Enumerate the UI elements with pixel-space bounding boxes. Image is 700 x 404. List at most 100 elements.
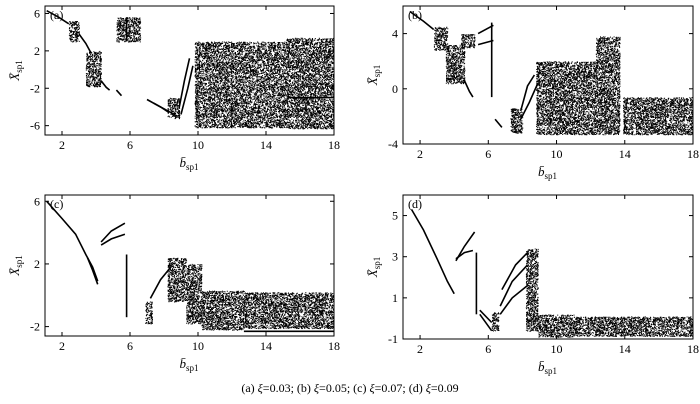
point-cloud-c-10 <box>243 292 334 330</box>
y-axis-label-a: X̄sp1 <box>7 60 24 81</box>
y-tick-label-c-1: 2 <box>34 257 40 271</box>
x-tick-label-d-4: 18 <box>687 342 699 356</box>
branch-b-5 <box>477 39 494 46</box>
y-tick-label-d-0: -1 <box>388 332 398 346</box>
x-axis-label-d: b̄sp1 <box>538 359 557 376</box>
branch-c-1 <box>86 257 99 285</box>
y-axis-label-c: X̄sp1 <box>7 255 24 276</box>
x-tick-label-c-0: 2 <box>59 339 65 353</box>
x-tick-label-d-3: 14 <box>619 342 631 356</box>
point-cloud-a-6 <box>116 17 142 43</box>
caption-item-d: (d) ξ=0.09 <box>408 381 459 395</box>
branch-a-12 <box>180 65 194 115</box>
x-tick-label-c-1: 6 <box>127 339 133 353</box>
caption-item-c: (c) ξ=0.07; <box>353 381 406 395</box>
x-tick-label-c-3: 14 <box>260 339 272 353</box>
y-axis-label-b: X̄sp1 <box>365 65 382 86</box>
point-cloud-d-10 <box>525 248 539 332</box>
panel-b: 2 6 10 14 18 -4 0 4 (b) b̄sp1 X̄sp1 <box>365 5 699 181</box>
panel-label-c: (c) <box>50 197 63 211</box>
point-cloud-c-9 <box>201 290 245 331</box>
x-tick-label-b-3: 14 <box>619 147 631 161</box>
x-tick-label-b-0: 2 <box>417 147 423 161</box>
plot-area-d <box>410 208 693 338</box>
panel-label-d: (d) <box>408 197 422 211</box>
panel-d: 2 6 10 14 18 -1 1 3 5 (d) b̄sp1 X̄sp1 <box>365 194 699 376</box>
x-tick-label-a-2: 10 <box>192 138 204 152</box>
x-tick-label-a-0: 2 <box>59 138 65 152</box>
branch-a-2 <box>78 33 92 54</box>
plot-area-b <box>409 10 693 136</box>
panel-a: 2 6 10 14 18 -6 -2 2 6 (a) b̄sp1 X̄sp1 <box>7 5 340 172</box>
branch-a-4 <box>100 80 111 91</box>
point-cloud-b-14 <box>623 97 693 136</box>
point-cloud-a-14 <box>286 37 334 130</box>
axes-frame-c <box>44 194 335 337</box>
branch-d-5 <box>479 313 493 332</box>
y-tick-label-b-0: -4 <box>388 137 398 151</box>
point-cloud-a-1 <box>68 21 80 43</box>
plot-area-a <box>46 9 334 130</box>
x-tick-label-b-1: 6 <box>485 147 491 161</box>
point-cloud-a-10 <box>167 97 181 120</box>
y-tick-label-a-2: 2 <box>34 44 40 58</box>
axes-frame-d <box>402 194 694 340</box>
branch-c-2 <box>100 222 126 243</box>
branch-c-3 <box>100 233 126 246</box>
point-cloud-d-12 <box>573 316 693 337</box>
y-tick-label-b-2: 4 <box>392 27 398 41</box>
x-tick-label-d-2: 10 <box>551 342 563 356</box>
point-cloud-b-1 <box>433 26 449 51</box>
branch-b-10 <box>519 74 536 112</box>
x-axis-label-c: b̄sp1 <box>180 356 199 373</box>
branch-a-0 <box>46 9 70 25</box>
x-tick-label-d-1: 6 <box>485 342 491 356</box>
y-tick-label-d-1: 1 <box>392 291 398 305</box>
point-cloud-d-6 <box>491 312 500 332</box>
branch-d-4 <box>479 309 493 324</box>
axes-frame-a <box>44 5 335 136</box>
y-tick-label-d-3: 5 <box>392 209 398 223</box>
point-cloud-c-8 <box>186 263 203 325</box>
x-tick-label-b-4: 18 <box>687 147 699 161</box>
y-tick-label-a-0: -6 <box>30 119 40 133</box>
plot-area-c <box>46 200 334 333</box>
branch-b-6 <box>477 24 494 35</box>
panel-c: 2 6 10 14 18 -2 2 6 (c) b̄sp1 X̄sp1 <box>7 194 340 373</box>
branch-a-5 <box>115 89 123 97</box>
x-tick-label-b-2: 10 <box>551 147 563 161</box>
branch-b-0 <box>409 10 435 31</box>
y-tick-label-d-2: 3 <box>392 250 398 264</box>
point-cloud-a-3 <box>85 50 102 88</box>
x-tick-label-c-4: 18 <box>328 339 340 353</box>
point-cloud-b-2 <box>445 44 466 85</box>
caption-item-b: (b) ξ=0.05; <box>296 381 351 395</box>
point-cloud-d-11 <box>537 314 575 338</box>
x-tick-label-d-0: 2 <box>417 342 423 356</box>
branch-d-7 <box>499 264 529 307</box>
branch-d-0 <box>410 208 455 295</box>
branch-d-9 <box>501 252 529 290</box>
x-tick-label-a-1: 6 <box>127 138 133 152</box>
point-cloud-c-5 <box>145 301 153 325</box>
branch-b-3 <box>463 80 474 98</box>
point-cloud-b-4 <box>461 34 476 49</box>
y-tick-label-c-0: -2 <box>30 320 40 334</box>
point-cloud-b-12 <box>536 61 597 136</box>
figure-caption: (a) ξ=0.03; (b) ξ=0.05; (c) ξ=0.07; (d) … <box>0 381 700 396</box>
y-axis-label-d: X̄sp1 <box>365 257 382 278</box>
x-axis-label-b: b̄sp1 <box>538 164 557 181</box>
y-tick-label-c-2: 6 <box>34 194 40 208</box>
y-tick-label-b-1: 0 <box>392 82 398 96</box>
axes-frame-b <box>402 5 694 145</box>
branch-d-8 <box>499 284 529 315</box>
point-cloud-b-13 <box>595 36 621 136</box>
x-tick-label-a-4: 18 <box>328 138 340 152</box>
x-tick-label-a-3: 14 <box>260 138 272 152</box>
branch-c-0 <box>46 200 99 282</box>
panel-label-a: (a) <box>50 8 63 22</box>
point-cloud-b-9 <box>510 108 524 134</box>
branch-c-6 <box>149 266 172 299</box>
panel-label-b: (b) <box>408 8 422 22</box>
